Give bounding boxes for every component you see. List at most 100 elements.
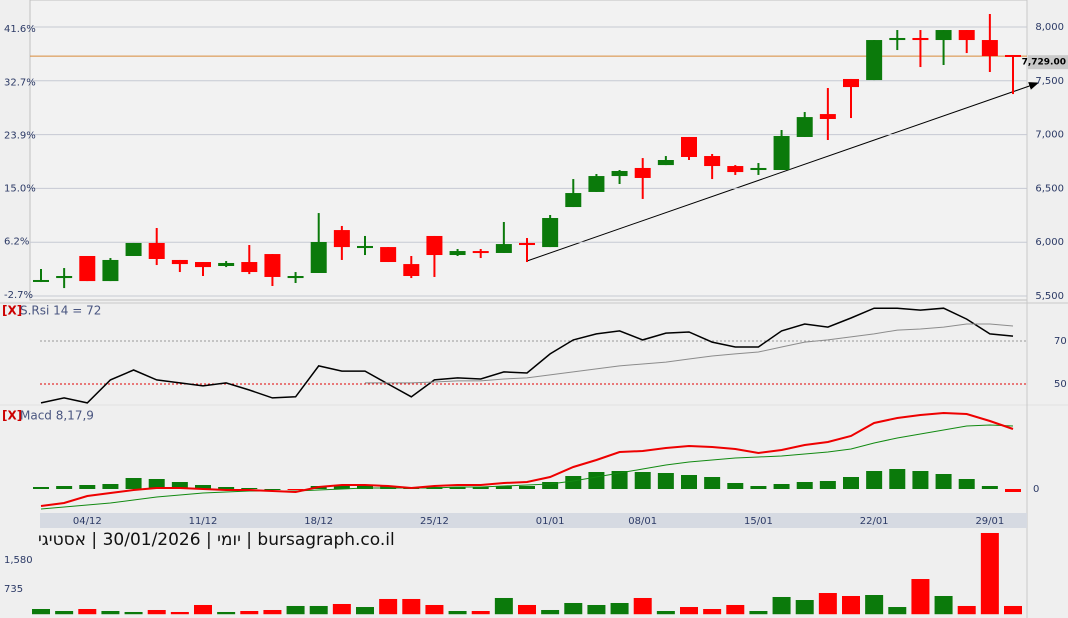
y2-tick-label: 6.2% bbox=[4, 237, 29, 248]
x-tick-label: 11/12 bbox=[189, 516, 218, 527]
histogram-bar bbox=[449, 487, 466, 489]
volume-bar bbox=[55, 610, 74, 615]
panel-close: [X] bbox=[2, 409, 22, 423]
volume-bar bbox=[564, 602, 583, 615]
candle-body bbox=[148, 242, 165, 260]
candle-body bbox=[264, 254, 281, 277]
y-tick-label: 8,000 bbox=[1035, 22, 1064, 33]
histogram-bar bbox=[634, 472, 651, 489]
x-tick-label: 08/01 bbox=[628, 516, 657, 527]
candle-body bbox=[681, 136, 697, 157]
volume-bar bbox=[78, 609, 97, 615]
candle-body bbox=[796, 117, 813, 137]
histogram-bar bbox=[125, 478, 142, 489]
candle-body bbox=[171, 259, 188, 265]
candle-body bbox=[241, 262, 258, 273]
histogram-bar bbox=[935, 474, 952, 489]
candle-body bbox=[889, 37, 906, 41]
volume-bar bbox=[980, 532, 999, 615]
candle-body bbox=[704, 156, 721, 167]
volume-bar bbox=[1004, 605, 1022, 615]
histogram-bar bbox=[333, 485, 350, 489]
y-tick-label: 7,500 bbox=[1035, 76, 1064, 87]
volume-bar bbox=[934, 595, 953, 615]
candle-body bbox=[565, 193, 582, 208]
last-price-label: 7,729.00 bbox=[1022, 58, 1066, 68]
candle-body bbox=[79, 255, 96, 282]
candle-body bbox=[33, 279, 49, 282]
histogram-bar bbox=[611, 471, 628, 489]
y-tick-label: 0 bbox=[1033, 484, 1039, 495]
candle-body bbox=[727, 166, 744, 173]
histogram-bar bbox=[102, 484, 119, 489]
volume-bar bbox=[726, 604, 745, 615]
volume-bar bbox=[818, 593, 837, 615]
volume-bar bbox=[772, 596, 791, 615]
candle-body bbox=[125, 242, 142, 256]
histogram-bar bbox=[565, 476, 582, 489]
histogram-bar bbox=[843, 477, 859, 489]
volume-bar bbox=[749, 610, 768, 615]
y-tick-label: 70 bbox=[1054, 336, 1067, 347]
histogram-bar bbox=[56, 486, 73, 489]
volume-bar bbox=[518, 604, 536, 615]
volume-bar bbox=[147, 609, 166, 615]
candle-body bbox=[611, 170, 628, 177]
volume-bar bbox=[865, 595, 884, 615]
y-tick-label: 6,500 bbox=[1035, 183, 1064, 194]
volume-bar bbox=[633, 597, 652, 615]
volume-bar bbox=[286, 605, 305, 615]
panel-close: [X] bbox=[2, 304, 22, 318]
candle-body bbox=[958, 30, 975, 41]
panel-title: S.Rsi 14 = 72 bbox=[20, 304, 101, 318]
candle-body bbox=[819, 114, 836, 120]
histogram-bar bbox=[495, 486, 512, 489]
volume-bar bbox=[217, 611, 236, 615]
volume-bar bbox=[332, 603, 351, 615]
candle-body bbox=[218, 262, 235, 266]
volume-bar bbox=[101, 610, 120, 615]
y2-tick-label: 32.7% bbox=[4, 77, 36, 88]
volume-bar bbox=[170, 611, 189, 615]
candle-body bbox=[310, 242, 327, 273]
histogram-bar bbox=[750, 486, 767, 489]
y-tick-label: 7,000 bbox=[1035, 130, 1064, 141]
volume-bar bbox=[194, 604, 212, 615]
histogram-bar bbox=[218, 487, 235, 489]
y2-tick-label: 23.9% bbox=[4, 130, 36, 141]
y-tick-label: 6,000 bbox=[1035, 237, 1064, 248]
candle-body bbox=[935, 30, 952, 41]
y-tick-label: 50 bbox=[1054, 379, 1067, 390]
volume-bar bbox=[356, 607, 374, 615]
plot-layer: 8,000 7,500 7,000 6,500 6,000 5,500 41.6% 32.7%… bbox=[2, 13, 1068, 615]
histogram-bar bbox=[704, 477, 721, 489]
histogram-bar bbox=[1005, 489, 1021, 492]
histogram-bar bbox=[727, 483, 744, 489]
volume-bar bbox=[957, 605, 976, 615]
trendline bbox=[526, 82, 1039, 262]
volume-bar bbox=[263, 609, 282, 615]
panel-title: Macd 8,17,9 bbox=[20, 409, 94, 423]
candle-body bbox=[634, 167, 651, 178]
histogram-bar bbox=[519, 486, 535, 489]
y-tick-label: 1,580 bbox=[4, 555, 33, 566]
volume-bar bbox=[240, 610, 259, 615]
candle-body bbox=[519, 242, 535, 246]
volume-bar bbox=[309, 605, 328, 615]
volume-bar bbox=[32, 609, 50, 615]
signal-line bbox=[40, 424, 1014, 510]
histogram-bar bbox=[195, 485, 211, 489]
volume-bar bbox=[911, 579, 930, 615]
volume-bar bbox=[610, 602, 629, 615]
candle-body bbox=[1005, 54, 1021, 57]
volume-bar bbox=[448, 610, 467, 615]
candle-body bbox=[333, 230, 350, 248]
volume-bar bbox=[680, 607, 698, 615]
candle-body bbox=[750, 167, 767, 171]
histogram-bar bbox=[866, 471, 883, 489]
histogram-bar bbox=[241, 488, 258, 489]
volume-bar bbox=[379, 598, 398, 615]
candle-body bbox=[495, 244, 512, 253]
candle-body bbox=[773, 136, 790, 171]
volume-bar bbox=[587, 604, 606, 615]
